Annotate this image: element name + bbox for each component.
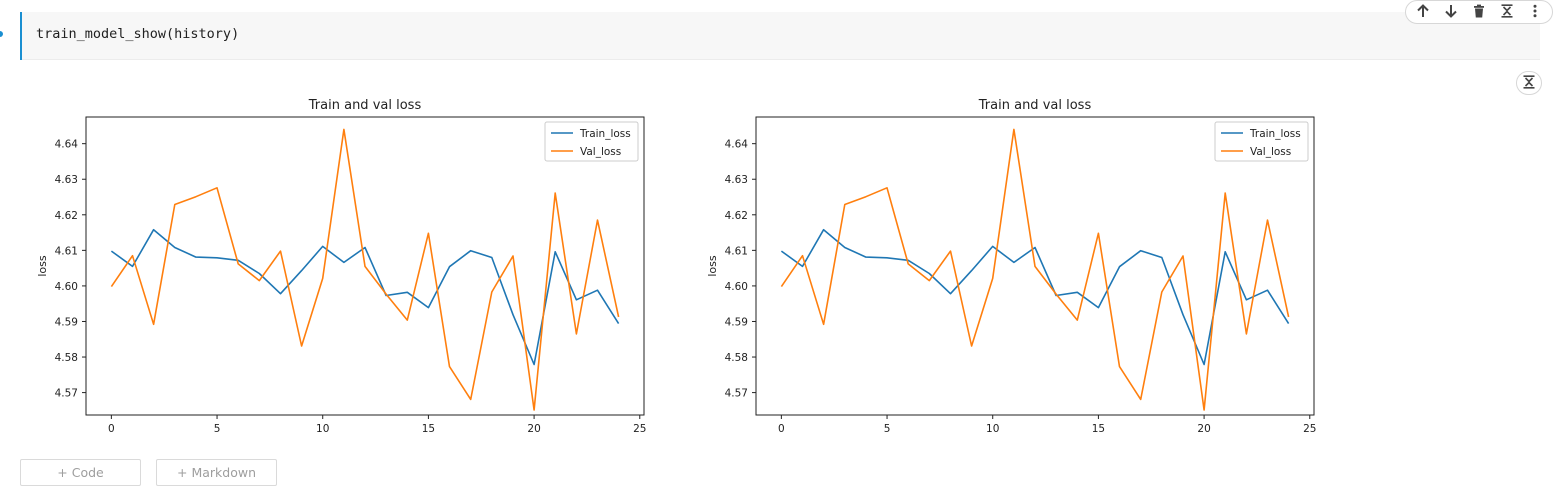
x-tick-label: 25 — [633, 423, 646, 435]
cell-toolbar — [1405, 0, 1553, 24]
legend-label: Train_loss — [579, 128, 631, 140]
y-tick-label: 4.62 — [55, 210, 78, 222]
more-vertical-icon — [1528, 4, 1542, 21]
add-code-cell-button[interactable]: + Code — [20, 459, 141, 486]
series-line-train-loss — [780, 228, 1290, 366]
active-cell-bar — [20, 12, 22, 60]
chart-title: Train and val loss — [978, 98, 1092, 113]
y-tick-label: 4.63 — [55, 174, 78, 186]
x-tick-label: 10 — [316, 423, 329, 435]
y-tick-label: 4.61 — [725, 245, 748, 257]
y-tick-label: 4.57 — [725, 388, 748, 400]
x-tick-label: 25 — [1303, 423, 1316, 435]
x-tick-label: 0 — [108, 423, 115, 435]
collapse-icon — [1500, 3, 1514, 21]
x-tick-label: 15 — [1092, 423, 1105, 435]
chart-legend: Train_loss Val_loss — [544, 121, 639, 162]
move-down-button[interactable] — [1438, 1, 1464, 23]
y-axis-label: loss — [36, 255, 49, 277]
more-options-button[interactable] — [1522, 1, 1548, 23]
x-tick-label: 5 — [884, 423, 891, 435]
arrow-up-icon — [1416, 3, 1430, 21]
x-tick-label: 20 — [1197, 423, 1210, 435]
collapse-button[interactable] — [1494, 1, 1520, 23]
y-tick-label: 4.64 — [725, 139, 749, 151]
trash-icon — [1472, 4, 1486, 21]
collapse-icon — [1522, 74, 1536, 92]
series-line-train-loss — [110, 228, 620, 366]
y-tick-label: 4.63 — [725, 174, 748, 186]
add-markdown-cell-button[interactable]: + Markdown — [156, 459, 277, 486]
move-up-button[interactable] — [1410, 1, 1436, 23]
y-tick-label: 4.60 — [55, 281, 78, 293]
legend-label: Val_loss — [1250, 146, 1291, 158]
x-tick-label: 10 — [986, 423, 999, 435]
y-axis-label: loss — [706, 255, 719, 277]
legend-label: Val_loss — [580, 146, 621, 158]
chart-title: Train and val loss — [308, 98, 422, 113]
y-tick-label: 4.62 — [725, 210, 748, 222]
y-tick-label: 4.64 — [55, 139, 79, 151]
y-tick-label: 4.58 — [725, 352, 748, 364]
collapse-output-button[interactable] — [1516, 71, 1542, 95]
legend-label: Train_loss — [1249, 128, 1301, 140]
run-indicator — [0, 31, 3, 37]
cell-code[interactable]: train_model_show(history) — [36, 26, 240, 42]
y-tick-label: 4.61 — [55, 245, 78, 257]
loss-chart-2: Train and val loss loss 0 5 10 15 20 25 4.57 4.58… — [706, 98, 1316, 435]
loss-chart-1: Train and val loss loss 0 5 10 15 20 25 4.57 4.58… — [36, 98, 646, 435]
code-cell-input[interactable]: train_model_show(history) — [22, 12, 1540, 60]
delete-button[interactable] — [1466, 1, 1492, 23]
x-tick-label: 0 — [778, 423, 785, 435]
x-tick-label: 20 — [527, 423, 540, 435]
y-tick-label: 4.59 — [725, 316, 748, 328]
y-tick-label: 4.57 — [55, 388, 78, 400]
arrow-down-icon — [1444, 4, 1458, 21]
series-line-val-loss — [110, 128, 620, 411]
x-tick-label: 15 — [422, 423, 435, 435]
y-tick-label: 4.60 — [725, 281, 748, 293]
x-tick-label: 5 — [214, 423, 221, 435]
chart-legend: Train_loss Val_loss — [1214, 121, 1309, 162]
series-line-val-loss — [780, 128, 1290, 411]
y-tick-label: 4.58 — [55, 352, 78, 364]
y-tick-label: 4.59 — [55, 316, 78, 328]
